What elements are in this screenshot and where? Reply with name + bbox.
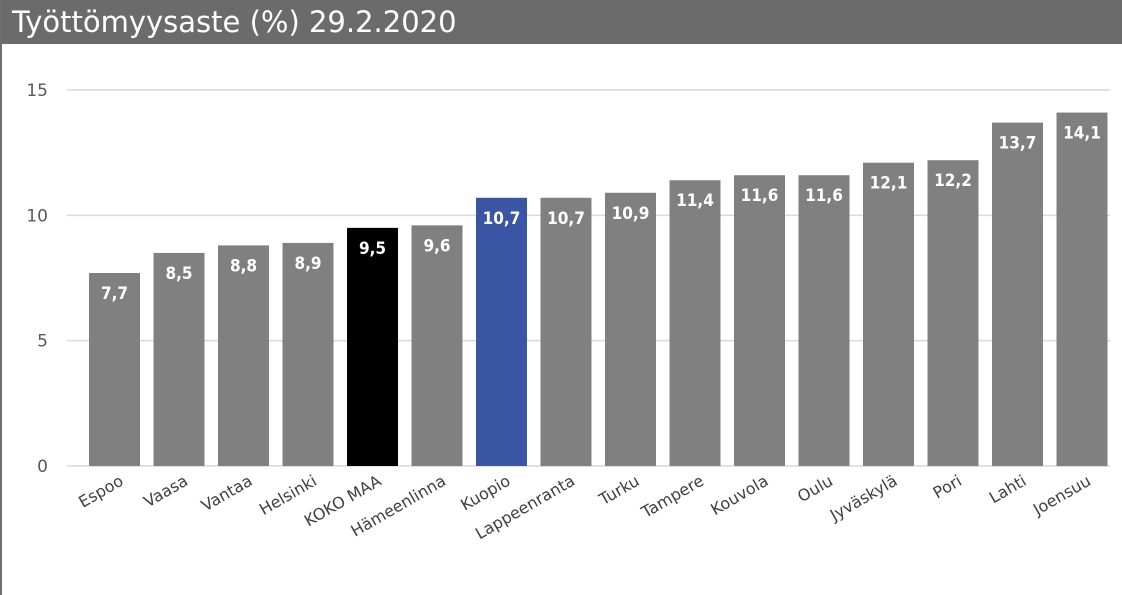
x-tick-label: Oulu: [794, 471, 836, 506]
data-label: 8,8: [230, 256, 257, 276]
data-label: 13,7: [999, 134, 1037, 154]
x-tick-label: Tampere: [637, 471, 707, 522]
x-tick-label: Vaasa: [140, 471, 191, 511]
bar: [669, 180, 721, 467]
bar: [540, 197, 592, 466]
data-label: 10,7: [483, 209, 521, 229]
data-label: 11,6: [805, 186, 843, 206]
bar: [1056, 112, 1108, 466]
y-tick-label: 15: [26, 81, 48, 101]
data-label: 9,6: [423, 236, 450, 256]
x-tick-label: Pori: [930, 471, 965, 502]
x-tick-label: Turku: [595, 471, 643, 509]
bar-chart: 0 5 10 15 7,7 8,5 8,8 8,9 9,5 9,6 10,7 10,7 10,9 11,…: [26, 81, 1110, 543]
bar: [863, 162, 914, 466]
data-label: 12,1: [870, 174, 908, 194]
x-tick-label: Kouvola: [707, 471, 771, 519]
x-tick-label: Vantaa: [198, 471, 256, 515]
data-label: 10,7: [547, 209, 585, 229]
y-tick-label: 0: [37, 457, 48, 477]
title-bar: Työttömyysaste (%) 29.2.2020: [2, 0, 1122, 44]
x-tick-label: Lahti: [986, 471, 1030, 507]
bar: [282, 242, 334, 466]
bar: [347, 227, 398, 466]
bar: [89, 272, 140, 466]
bar: [153, 252, 205, 466]
bar: [927, 160, 979, 466]
data-label: 8,5: [165, 264, 192, 284]
data-label: 12,2: [934, 171, 972, 191]
bar: [734, 175, 785, 466]
y-axis-ticks: 0 5 10 15: [26, 81, 48, 477]
bars: [89, 112, 1108, 467]
data-labels: 7,7 8,5 8,8 8,9 9,5 9,6 10,7 10,7 10,9 11,4 11,6 11…: [101, 124, 1101, 304]
bar: [476, 197, 527, 466]
bar: [411, 225, 463, 466]
y-tick-label: 5: [37, 332, 48, 352]
data-label: 11,6: [741, 186, 779, 206]
y-tick-label: 10: [26, 206, 48, 226]
data-label: 8,9: [294, 254, 321, 274]
chart-title: Työttömyysaste (%) 29.2.2020: [12, 5, 457, 39]
data-label: 7,7: [101, 284, 128, 304]
data-label: 11,4: [676, 191, 714, 211]
data-label: 14,1: [1063, 124, 1101, 144]
bar: [605, 192, 656, 467]
bar: [992, 122, 1043, 466]
bar: [218, 245, 269, 466]
data-label: 10,9: [612, 204, 650, 224]
data-label: 9,5: [359, 239, 386, 259]
x-tick-label: Espoo: [75, 471, 126, 512]
x-tick-label: Jyväskylä: [826, 471, 901, 525]
x-tick-label: Joensuu: [1029, 471, 1094, 520]
bar: [798, 175, 850, 466]
